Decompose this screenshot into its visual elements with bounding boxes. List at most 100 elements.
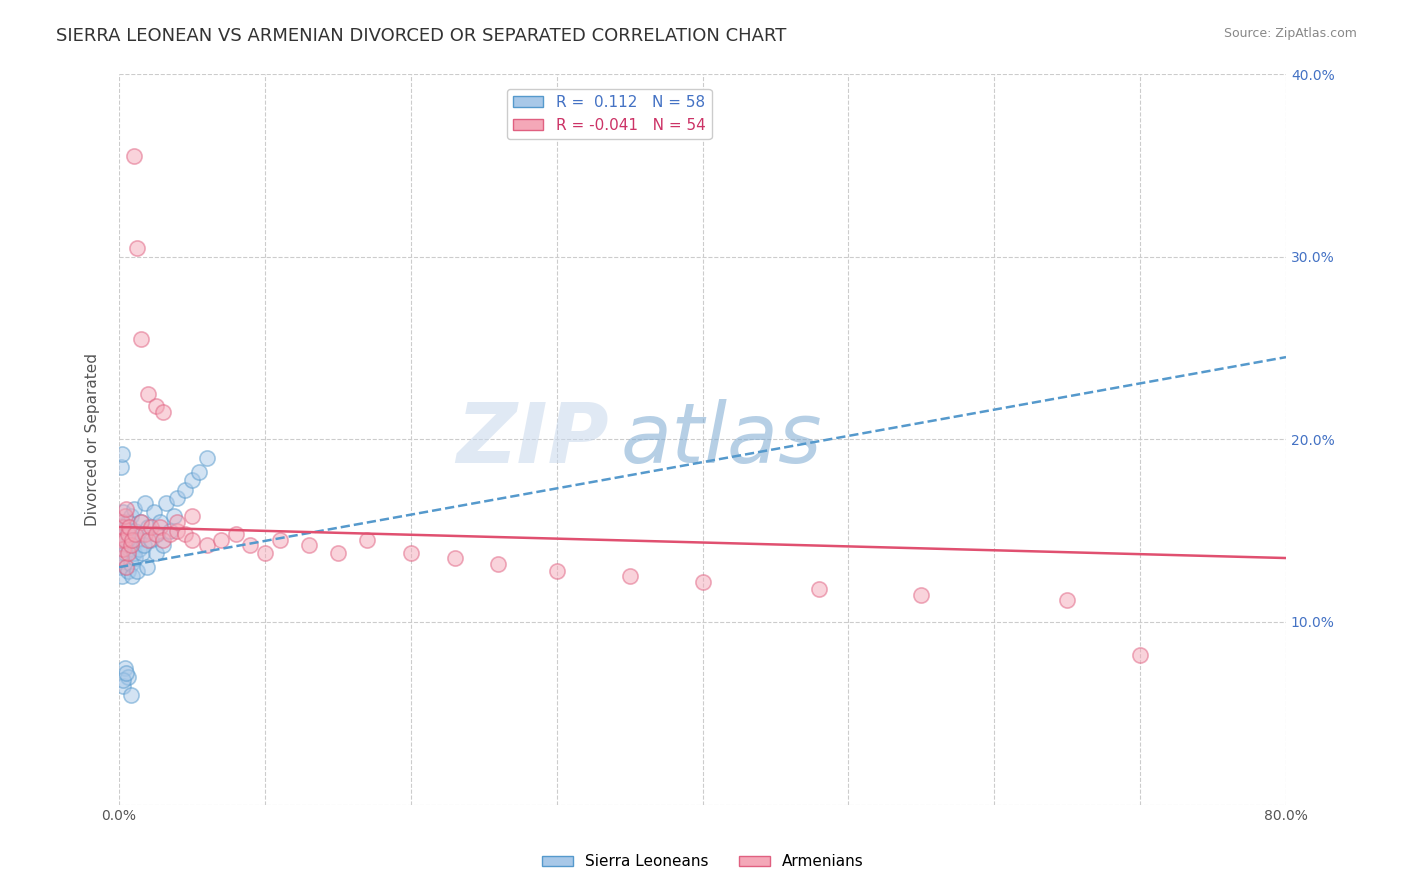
Point — [124, 524, 146, 538]
Legend: R =  0.112   N = 58, R = -0.041   N = 54: R = 0.112 N = 58, R = -0.041 N = 54 — [506, 89, 711, 139]
Point — [112, 520, 135, 534]
Point — [111, 569, 134, 583]
Point — [127, 533, 149, 547]
Point — [122, 149, 145, 163]
Point — [136, 386, 159, 401]
Point — [443, 551, 465, 566]
Point — [195, 538, 218, 552]
Point — [209, 533, 232, 547]
Point — [110, 551, 132, 566]
Legend: Sierra Leoneans, Armenians: Sierra Leoneans, Armenians — [536, 848, 870, 875]
Point — [619, 569, 641, 583]
Point — [163, 509, 186, 524]
Point — [143, 505, 166, 519]
Point — [546, 564, 568, 578]
Point — [120, 688, 142, 702]
Point — [117, 527, 139, 541]
Point — [112, 533, 135, 547]
Point — [326, 545, 349, 559]
Point — [121, 533, 143, 547]
Point — [298, 538, 321, 552]
Point — [253, 545, 276, 559]
Point — [120, 538, 142, 552]
Point — [115, 533, 138, 547]
Point — [110, 459, 132, 474]
Point — [120, 557, 142, 571]
Point — [149, 515, 172, 529]
Point — [239, 538, 262, 552]
Point — [114, 527, 136, 541]
Point — [173, 483, 195, 498]
Point — [111, 533, 134, 547]
Point — [111, 515, 134, 529]
Point — [152, 538, 174, 552]
Point — [399, 545, 422, 559]
Point — [181, 509, 204, 524]
Point — [166, 524, 188, 538]
Point — [112, 505, 135, 519]
Point — [152, 533, 174, 547]
Point — [120, 509, 142, 524]
Point — [111, 515, 134, 529]
Point — [132, 538, 155, 552]
Point — [115, 666, 138, 681]
Point — [114, 509, 136, 524]
Point — [125, 564, 148, 578]
Point — [125, 241, 148, 255]
Point — [155, 496, 177, 510]
Point — [181, 473, 204, 487]
Point — [139, 533, 162, 547]
Point — [111, 447, 134, 461]
Point — [121, 569, 143, 583]
Point — [692, 574, 714, 589]
Y-axis label: Divorced or Separated: Divorced or Separated — [86, 353, 100, 525]
Point — [118, 541, 141, 556]
Point — [195, 450, 218, 465]
Point — [486, 557, 509, 571]
Point — [110, 560, 132, 574]
Point — [166, 515, 188, 529]
Point — [910, 588, 932, 602]
Point — [118, 527, 141, 541]
Point — [129, 527, 152, 541]
Text: ZIP: ZIP — [457, 399, 609, 480]
Point — [131, 545, 153, 559]
Point — [181, 533, 204, 547]
Point — [115, 560, 138, 574]
Point — [121, 533, 143, 547]
Point — [159, 527, 181, 541]
Point — [145, 400, 167, 414]
Point — [112, 679, 135, 693]
Point — [124, 551, 146, 566]
Point — [110, 527, 132, 541]
Point — [188, 465, 211, 479]
Point — [356, 533, 378, 547]
Point — [129, 332, 152, 346]
Point — [115, 501, 138, 516]
Point — [122, 545, 145, 559]
Point — [808, 582, 831, 596]
Point — [1056, 593, 1078, 607]
Point — [269, 533, 291, 547]
Point — [112, 541, 135, 556]
Point — [114, 545, 136, 559]
Point — [112, 551, 135, 566]
Point — [117, 564, 139, 578]
Point — [135, 560, 157, 574]
Point — [128, 541, 150, 556]
Point — [124, 527, 146, 541]
Point — [114, 538, 136, 552]
Point — [110, 524, 132, 538]
Point — [145, 545, 167, 559]
Point — [1129, 648, 1152, 662]
Point — [122, 501, 145, 516]
Point — [117, 670, 139, 684]
Point — [136, 533, 159, 547]
Point — [118, 520, 141, 534]
Point — [225, 527, 247, 541]
Point — [115, 520, 138, 534]
Point — [111, 541, 134, 556]
Point — [134, 496, 156, 510]
Point — [146, 527, 169, 541]
Point — [114, 533, 136, 547]
